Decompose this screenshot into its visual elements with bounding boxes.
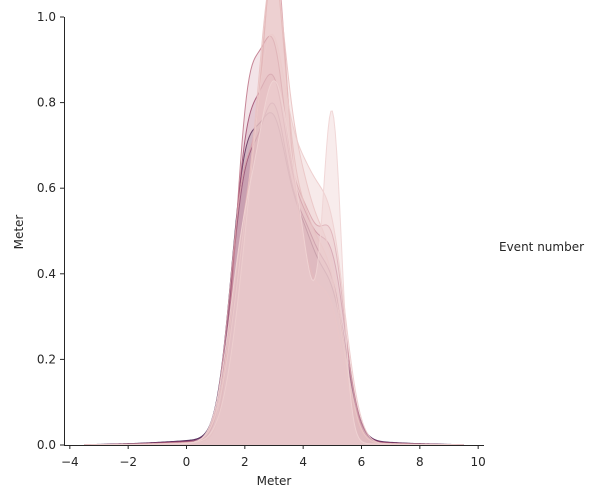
y-tick-label: 0.6 [37, 181, 56, 195]
y-axis-title: Meter [12, 215, 26, 250]
density-area-2 [84, 102, 464, 445]
x-tick-label: 2 [241, 455, 249, 469]
y-tick-label: 0.4 [37, 267, 56, 281]
density-area-1 [84, 112, 464, 445]
density-area-9 [84, 80, 464, 445]
density-series-group [84, 0, 464, 446]
x-axis-title: Meter [257, 474, 292, 488]
y-tick-label: 0.0 [37, 438, 56, 452]
legend-title: Event number [499, 240, 584, 254]
x-ticks: −4 −2 0 2 4 6 8 10 [61, 445, 486, 469]
y-tick-label: 0.2 [37, 352, 56, 366]
density-area-5 [84, 0, 464, 445]
x-tick-label: 10 [471, 455, 486, 469]
x-tick-label: 6 [358, 455, 366, 469]
density-area-3 [84, 74, 464, 445]
density-area-6 [84, 0, 464, 445]
density-area-4 [84, 36, 464, 445]
x-tick-label: 8 [416, 455, 424, 469]
x-tick-label: −2 [119, 455, 137, 469]
density-area-8 [84, 34, 464, 446]
x-tick-label: −4 [61, 455, 79, 469]
axes [64, 17, 484, 446]
density-line-9 [84, 80, 464, 446]
y-ticks: 0.0 0.2 0.4 0.6 0.8 1.0 [37, 10, 64, 452]
y-tick-label: 1.0 [37, 10, 56, 24]
x-tick-label: 4 [299, 455, 307, 469]
x-tick-label: 0 [183, 455, 191, 469]
y-tick-label: 0.8 [37, 96, 56, 110]
density-area-7 [84, 0, 464, 445]
